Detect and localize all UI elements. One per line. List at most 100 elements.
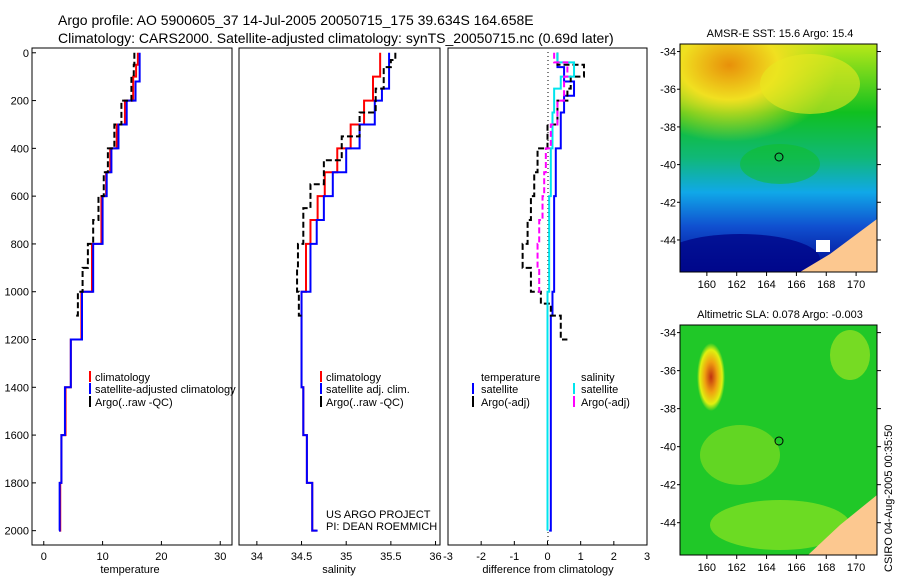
x-axis-label-temperature: temperature bbox=[100, 564, 159, 576]
argo-location-marker bbox=[774, 436, 784, 446]
lat-tick-label: -44 bbox=[660, 518, 676, 530]
x-tick-label: 3 bbox=[644, 551, 650, 563]
lat-tick-label: -44 bbox=[660, 235, 676, 247]
y-tick-label: 800 bbox=[11, 239, 29, 251]
x-tick-label: 30 bbox=[214, 551, 226, 563]
sla-map-title: Altimetric SLA: 0.078 Argo: -0.003 bbox=[697, 309, 863, 321]
lon-tick-label: 166 bbox=[787, 279, 805, 291]
land bbox=[808, 495, 877, 555]
x-tick-label: 35.5 bbox=[380, 551, 401, 563]
legend-swatch-temp-satellite bbox=[472, 383, 474, 394]
salinity-legend: climatology satellite adj. clim. Argo(..… bbox=[320, 371, 437, 533]
lon-tick-label: 164 bbox=[757, 562, 775, 574]
series-line-satellite-adj-clim- bbox=[300, 52, 391, 532]
legend-swatch-temp-argo bbox=[472, 396, 474, 407]
title-line-2: Climatology: CARS2000. Satellite-adjuste… bbox=[58, 30, 614, 46]
legend-label: Argo(..raw -QC) bbox=[326, 397, 404, 409]
legend-label: climatology bbox=[326, 372, 382, 384]
difference-legend: temperature satellite Argo(-adj) salinit… bbox=[472, 372, 630, 409]
legend-label: Argo(..raw -QC) bbox=[95, 397, 173, 409]
x-tick-label: 36 bbox=[429, 551, 441, 563]
lon-tick-label: 168 bbox=[817, 562, 835, 574]
legend-swatch-sal-argo bbox=[573, 396, 575, 407]
x-axis-label-difference: difference from climatology bbox=[482, 564, 614, 576]
land bbox=[800, 219, 877, 272]
lon-tick-label: 160 bbox=[698, 279, 716, 291]
x-tick-label: 10 bbox=[96, 551, 108, 563]
temperature-legend: climatology satellite-adjusted climatolo… bbox=[89, 371, 236, 409]
lat-tick-label: -42 bbox=[660, 197, 676, 209]
legend-label: satellite-adjusted climatology bbox=[95, 384, 236, 396]
lat-tick-label: -34 bbox=[660, 47, 676, 59]
y-tick-label: 2000 bbox=[5, 526, 29, 538]
legend-label: temperature bbox=[481, 372, 540, 384]
series-line-temperature-satellite bbox=[549, 52, 576, 532]
legend-label: satellite bbox=[581, 384, 618, 396]
y-tick-label: 1800 bbox=[5, 478, 29, 490]
lat-tick-label: -38 bbox=[660, 404, 676, 416]
salinity-axes bbox=[238, 47, 441, 546]
legend-swatch-satellite bbox=[89, 383, 91, 394]
x-tick-label: 2 bbox=[611, 551, 617, 563]
lat-tick-label: -40 bbox=[660, 442, 676, 454]
x-tick-label: 35 bbox=[340, 551, 352, 563]
legend-label: Argo(-adj) bbox=[581, 397, 630, 409]
x-tick-label: 34 bbox=[251, 551, 263, 563]
series-line-salinity-argo-adj- bbox=[536, 52, 569, 293]
project-label: US ARGO PROJECT bbox=[326, 509, 431, 521]
lon-tick-label: 170 bbox=[847, 562, 865, 574]
lon-tick-label: 164 bbox=[757, 279, 775, 291]
series-line-salinity-satellite bbox=[546, 52, 576, 531]
lat-tick-label: -34 bbox=[660, 328, 676, 340]
series-line-satellite-adjusted-climatology bbox=[58, 52, 141, 532]
legend-label: Argo(-adj) bbox=[481, 397, 530, 409]
sla-map: Altimetric SLA: 0.078 Argo: -0.003 160 16… bbox=[660, 309, 881, 574]
lat-tick-label: -36 bbox=[660, 366, 676, 378]
argo-location-marker bbox=[774, 152, 784, 162]
y-tick-label: 1000 bbox=[5, 287, 29, 299]
x-tick-label: 0 bbox=[41, 551, 47, 563]
x-tick-label: -3 bbox=[443, 551, 453, 563]
y-tick-label: 200 bbox=[11, 96, 29, 108]
pi-label: PI: DEAN ROEMMICH bbox=[326, 521, 437, 533]
x-tick-label: -1 bbox=[509, 551, 519, 563]
lon-tick-label: 166 bbox=[787, 562, 805, 574]
lon-tick-label: 162 bbox=[728, 562, 746, 574]
series-line-argo-raw-qc- bbox=[73, 52, 136, 317]
y-tick-label: 1400 bbox=[5, 382, 29, 394]
legend-label: salinity bbox=[581, 372, 615, 384]
legend-label: satellite bbox=[481, 384, 518, 396]
legend-swatch-climatology bbox=[320, 371, 322, 382]
y-tick-label: 400 bbox=[11, 143, 29, 155]
lon-tick-label: 170 bbox=[847, 279, 865, 291]
sst-map: AMSR-E SST: 15.6 Argo: 15.4 160 162 164 166… bbox=[660, 28, 881, 291]
x-tick-label: -2 bbox=[476, 551, 486, 563]
legend-swatch-argo bbox=[89, 396, 91, 407]
series-line-argo-raw-qc- bbox=[296, 52, 397, 317]
lon-tick-label: 162 bbox=[728, 279, 746, 291]
lon-tick-label: 168 bbox=[817, 279, 835, 291]
lon-tick-label: 160 bbox=[698, 562, 716, 574]
x-tick-label: 1 bbox=[578, 551, 584, 563]
y-tick-label: 1600 bbox=[5, 430, 29, 442]
legend-swatch-sal-satellite bbox=[573, 383, 575, 394]
legend-swatch-argo bbox=[320, 396, 322, 407]
legend-swatch-satellite bbox=[320, 383, 322, 394]
lat-tick-label: -38 bbox=[660, 122, 676, 134]
legend-label: satellite adj. clim. bbox=[326, 384, 410, 396]
x-tick-label: 34.5 bbox=[291, 551, 312, 563]
y-tick-label: 600 bbox=[11, 191, 29, 203]
title-line-1: Argo profile: AO 5900605_37 14-Jul-2005 … bbox=[58, 12, 534, 28]
x-tick-label: 0 bbox=[544, 551, 550, 563]
lat-tick-label: -40 bbox=[660, 160, 676, 172]
sst-map-title: AMSR-E SST: 15.6 Argo: 15.4 bbox=[707, 28, 854, 40]
legend-label: climatology bbox=[95, 372, 151, 384]
lat-tick-label: -42 bbox=[660, 480, 676, 492]
x-axis-label-salinity: salinity bbox=[322, 564, 356, 576]
y-tick-label: 1200 bbox=[5, 335, 29, 347]
temperature-axes bbox=[31, 47, 233, 546]
timestamp-label: CSIRO 04-Aug-2005 00:35:50 bbox=[883, 425, 895, 572]
y-tick-label: 0 bbox=[23, 48, 29, 60]
x-tick-label: 20 bbox=[155, 551, 167, 563]
